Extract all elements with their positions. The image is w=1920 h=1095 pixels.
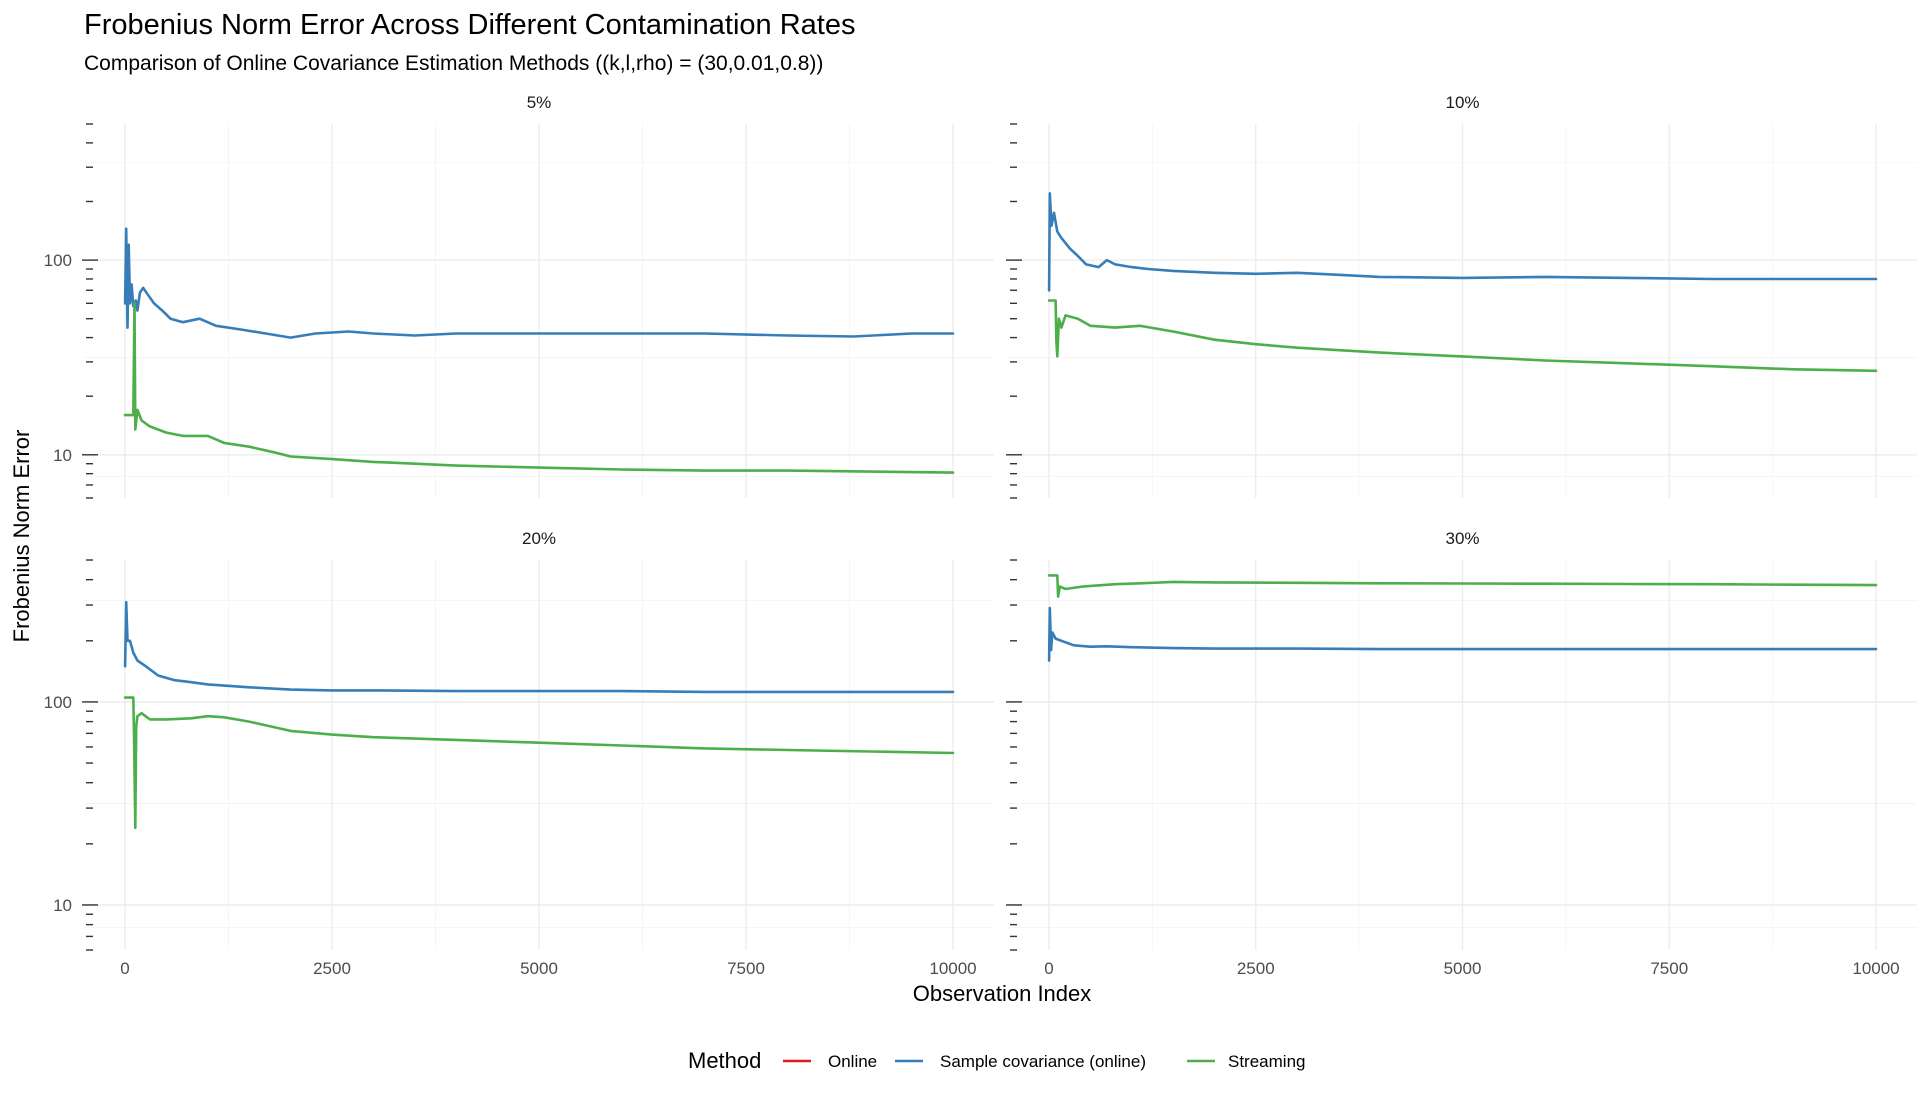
facet-panel: 30% 0 2500 5000 7500 10000	[1006, 529, 1917, 978]
facet-panels: 5% 10 100 10% 20% 10 100 0 2500 5000 7500 10000 30% 0…	[44, 93, 1917, 978]
facet-panel: 20% 10 100 0 2500 5000 7500 10000	[44, 529, 994, 978]
x-tick-label: 10000	[1852, 959, 1899, 978]
legend-label: Sample covariance (online)	[940, 1052, 1146, 1071]
series-line	[1047, 574, 1878, 598]
facet-strip-label: 20%	[522, 529, 556, 548]
series-line	[123, 302, 955, 474]
facet-strip-label: 5%	[527, 93, 552, 112]
facet-panel: 5% 10 100	[44, 93, 994, 499]
legend-label: Online	[828, 1052, 877, 1071]
y-tick-label: 100	[44, 693, 72, 712]
x-tick-label: 0	[120, 959, 129, 978]
x-tick-label: 7500	[1650, 959, 1688, 978]
legend-title: Method	[688, 1048, 761, 1073]
legend-entry: Sample covariance (online)	[895, 1052, 1146, 1071]
chart-title: Frobenius Norm Error Across Different Co…	[84, 9, 856, 41]
x-tick-label: 5000	[1444, 959, 1482, 978]
series-line	[123, 600, 955, 694]
legend: Method Online Sample covariance (online) S…	[688, 1048, 1305, 1073]
x-tick-label: 7500	[727, 959, 765, 978]
legend-entry: Online	[783, 1052, 877, 1071]
y-tick-label: 10	[53, 446, 72, 465]
x-tick-label: 10000	[929, 959, 976, 978]
x-tick-label: 2500	[1237, 959, 1275, 978]
x-tick-label: 0	[1044, 959, 1053, 978]
y-tick-label: 100	[44, 251, 72, 270]
series-line	[1047, 192, 1878, 292]
legend-entry: Streaming	[1187, 1052, 1305, 1071]
x-tick-label: 5000	[520, 959, 558, 978]
facet-strip-label: 10%	[1445, 93, 1479, 112]
series-line	[1047, 299, 1878, 373]
series-line	[123, 696, 955, 830]
chart-subtitle: Comparison of Online Covariance Estimati…	[84, 52, 823, 75]
facet-panel: 10%	[1006, 93, 1917, 499]
y-tick-label: 10	[53, 896, 72, 915]
x-axis-title: Observation Index	[913, 981, 1092, 1006]
legend-label: Streaming	[1228, 1052, 1305, 1071]
x-tick-label: 2500	[313, 959, 351, 978]
series-line	[1047, 606, 1878, 662]
series-line	[123, 227, 955, 339]
facet-strip-label: 30%	[1445, 529, 1479, 548]
y-axis-title: Frobenius Norm Error	[9, 430, 34, 643]
